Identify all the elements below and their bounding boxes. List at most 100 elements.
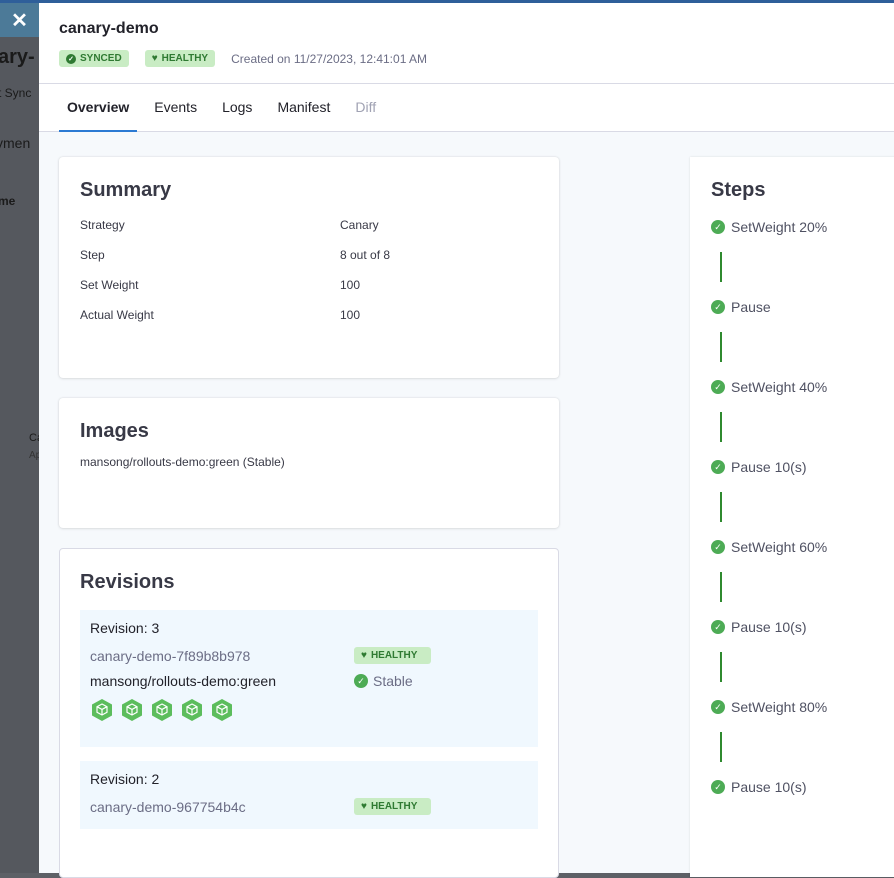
replicaset-name[interactable]: canary-demo-967754b4c [90, 798, 246, 815]
background-page: ary- t Sync ymen me Ca Ap [0, 0, 39, 873]
healthy-label: HEALTHY [370, 650, 418, 661]
pod-icon[interactable] [180, 698, 204, 722]
bg-title-fragment: ary- [0, 46, 35, 68]
replicaset-name[interactable]: canary-demo-7f89b8b978 [90, 647, 251, 664]
step-connector [720, 652, 722, 682]
pod-icon[interactable] [120, 698, 144, 722]
healthy-badge: ♥ HEALTHY [354, 798, 431, 815]
tab-overview[interactable]: Overview [59, 84, 138, 132]
tab-diff: Diff [355, 99, 377, 115]
healthy-label: HEALTHY [161, 53, 209, 64]
heart-icon: ♥ [361, 650, 367, 661]
check-circle-icon: ✓ [711, 780, 725, 794]
step-label: Pause [731, 299, 771, 315]
revision-label: Revision: 3 [90, 620, 160, 636]
healthy-badge: ♥ HEALTHY [354, 647, 431, 664]
summary-key: Step [80, 248, 105, 262]
summary-row: Step 8 out of 8 [80, 248, 538, 278]
bg-text-fragment: Ca [29, 432, 39, 444]
check-circle-icon: ✓ [66, 53, 76, 64]
check-circle-icon: ✓ [354, 674, 368, 688]
top-border [0, 0, 894, 3]
step-item: ✓ Pause 10(s) [711, 617, 879, 637]
rollout-drawer: canary-demo ✓ SYNCED ♥ HEALTHY Created on … [39, 3, 894, 878]
summary-row: Strategy Canary [80, 218, 538, 248]
step-item: ✓ SetWeight 40% [711, 377, 879, 397]
steps-panel: Steps ✓ SetWeight 20% ✓ Pause ✓ SetWeight 40%… [690, 157, 894, 877]
summary-value: Canary [340, 218, 379, 232]
step-label: SetWeight 40% [731, 379, 828, 395]
step-item: ✓ Pause 10(s) [711, 777, 879, 797]
synced-badge: ✓ SYNCED [59, 50, 129, 67]
summary-value: 8 out of 8 [340, 248, 391, 262]
check-circle-icon: ✓ [711, 460, 725, 474]
page-title: canary-demo [59, 20, 159, 37]
close-icon: ✕ [11, 9, 28, 32]
pod-list [90, 698, 528, 722]
step-item: ✓ SetWeight 80% [711, 697, 879, 717]
pod-icon[interactable] [150, 698, 174, 722]
summary-value: 100 [340, 308, 361, 322]
revision-image: mansong/rollouts-demo:green [90, 673, 276, 689]
tab-logs[interactable]: Logs [222, 99, 253, 115]
close-button[interactable]: ✕ [0, 3, 39, 37]
revision-label: Revision: 2 [90, 771, 160, 787]
summary-value: 100 [340, 278, 361, 292]
images-title: Images [80, 420, 149, 442]
pod-icon[interactable] [90, 698, 114, 722]
summary-key: Actual Weight [80, 308, 154, 322]
step-connector [720, 412, 722, 442]
revision-item: Revision: 2 canary-demo-967754b4c ♥ HEALTH… [80, 761, 538, 829]
summary-row: Set Weight 100 [80, 278, 538, 308]
synced-label: SYNCED [80, 53, 122, 64]
summary-title: Summary [80, 179, 172, 201]
heart-icon: ♥ [151, 53, 158, 64]
steps-title: Steps [711, 179, 766, 201]
step-connector [720, 732, 722, 762]
tab-manifest[interactable]: Manifest [277, 99, 331, 115]
step-label: SetWeight 80% [731, 699, 828, 715]
tab-events[interactable]: Events [154, 99, 198, 115]
step-item: ✓ Pause 10(s) [711, 457, 879, 477]
bg-text-fragment: me [0, 194, 16, 208]
summary-row: Actual Weight 100 [80, 308, 538, 338]
summary-card: Summary Strategy Canary Step 8 out of 8 Se… [59, 157, 559, 378]
check-circle-icon: ✓ [711, 380, 725, 394]
summary-key: Set Weight [80, 278, 139, 292]
check-circle-icon: ✓ [711, 220, 725, 234]
step-connector [720, 492, 722, 522]
step-item: ✓ SetWeight 60% [711, 537, 879, 557]
image-name: mansong/rollouts-demo:green (Stable) [80, 455, 285, 469]
step-label: SetWeight 20% [731, 219, 828, 235]
heart-icon: ♥ [361, 801, 367, 812]
revisions-card: Revisions Revision: 3 canary-demo-7f89b8… [59, 548, 559, 878]
revisions-title: Revisions [80, 571, 175, 593]
created-timestamp: Created on 11/27/2023, 12:41:01 AM [231, 51, 428, 66]
step-connector [720, 572, 722, 602]
step-item: ✓ SetWeight 20% [711, 217, 879, 237]
step-label: Pause 10(s) [731, 619, 807, 635]
check-circle-icon: ✓ [711, 540, 725, 554]
bg-text-fragment: ymen [0, 135, 31, 151]
summary-key: Strategy [80, 218, 125, 232]
pod-icon[interactable] [210, 698, 234, 722]
healthy-label: HEALTHY [370, 801, 418, 812]
step-connector [720, 332, 722, 362]
bg-text-fragment: t Sync [0, 86, 32, 100]
step-label: Pause 10(s) [731, 459, 807, 475]
drawer-header: canary-demo ✓ SYNCED ♥ HEALTHY Created on … [39, 3, 894, 84]
check-circle-icon: ✓ [711, 700, 725, 714]
step-label: Pause 10(s) [731, 779, 807, 795]
step-label: SetWeight 60% [731, 539, 828, 555]
step-connector [720, 252, 722, 282]
images-card: Images mansong/rollouts-demo:green (Stab… [59, 398, 559, 528]
check-circle-icon: ✓ [711, 300, 725, 314]
steps-list: ✓ SetWeight 20% ✓ Pause ✓ SetWeight 40% ✓ Pause… [711, 217, 879, 797]
step-item: ✓ Pause [711, 297, 879, 317]
healthy-badge: ♥ HEALTHY [144, 50, 216, 67]
image-status: Stable [373, 673, 413, 689]
revision-item: Revision: 3 canary-demo-7f89b8b978 ♥ HEALT… [80, 610, 538, 747]
check-circle-icon: ✓ [711, 620, 725, 634]
tab-bar: Overview Events Logs Manifest Diff [39, 84, 894, 132]
bg-text-fragment: Ap [29, 450, 39, 461]
